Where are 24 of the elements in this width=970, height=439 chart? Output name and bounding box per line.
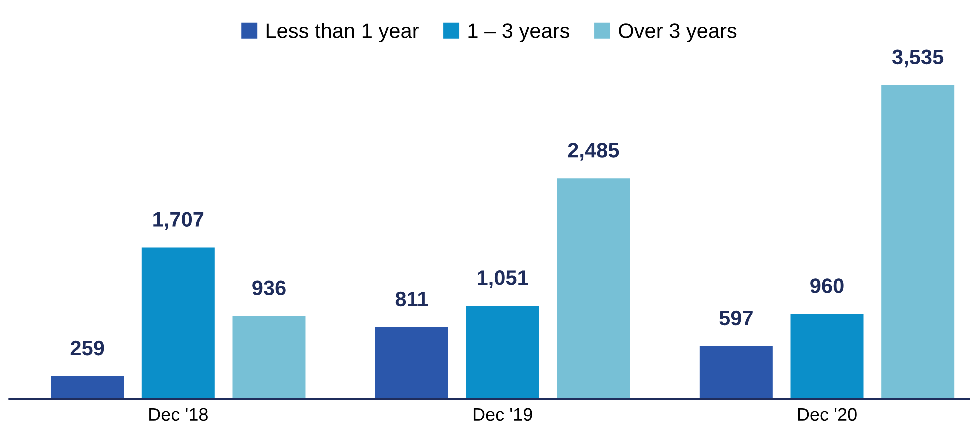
legend-label: Less than 1 year <box>266 23 419 42</box>
data-label: 1,707 <box>154 212 204 230</box>
data-label: 960 <box>810 278 844 294</box>
bar <box>700 346 773 400</box>
data-label: 3,535 <box>892 50 944 68</box>
x-tick-label: Dec '20 <box>798 408 857 422</box>
bar <box>51 376 124 400</box>
data-label: 1,051 <box>478 270 528 288</box>
bar <box>466 306 540 400</box>
data-label: 936 <box>252 280 286 296</box>
bar <box>882 85 955 400</box>
bar <box>375 327 448 400</box>
data-label: 2,485 <box>568 143 620 161</box>
x-tick-label: Dec '18 <box>150 408 208 422</box>
bar <box>142 248 215 400</box>
data-label: 597 <box>720 310 753 326</box>
legend-label: 1 – 3 years <box>468 24 570 42</box>
data-label: 811 <box>396 292 428 307</box>
bar <box>232 316 306 400</box>
bar <box>790 314 864 400</box>
x-tick-label: Dec '19 <box>474 408 532 422</box>
legend-label: Over 3 years <box>619 24 737 42</box>
data-label: 259 <box>70 340 104 356</box>
bar <box>557 178 630 400</box>
